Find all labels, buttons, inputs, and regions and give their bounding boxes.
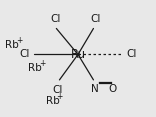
- Text: Cl: Cl: [126, 49, 136, 59]
- Text: +: +: [39, 59, 45, 68]
- Text: Rb: Rb: [5, 40, 19, 50]
- Text: O: O: [109, 84, 117, 94]
- Text: Cl: Cl: [50, 14, 61, 24]
- Text: +: +: [16, 36, 22, 45]
- Text: Cl: Cl: [53, 84, 63, 95]
- Text: Cl: Cl: [19, 49, 29, 59]
- Text: Rb: Rb: [28, 63, 41, 73]
- Text: Rb: Rb: [46, 96, 59, 106]
- Text: N: N: [91, 84, 99, 94]
- Text: +: +: [57, 92, 63, 101]
- Text: Cl: Cl: [91, 14, 101, 24]
- Text: Ru: Ru: [71, 48, 85, 61]
